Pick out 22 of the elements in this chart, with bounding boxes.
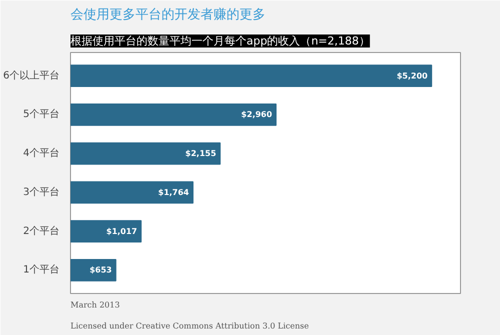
data-label: $5,200 <box>396 71 428 80</box>
y-tick-label: 2个平台 <box>23 224 60 237</box>
y-tick-label: 6个以上平台 <box>3 69 60 82</box>
data-label: $2,960 <box>241 110 272 120</box>
data-label: $2,155 <box>185 149 217 158</box>
bar <box>70 104 277 126</box>
chart-title: 会使用更多平台的开发者赚的更多 <box>70 8 266 22</box>
bar <box>70 220 142 242</box>
y-tick-label: 4个平台 <box>23 147 60 160</box>
bar <box>70 142 221 165</box>
bar <box>70 181 194 204</box>
y-tick-label: 1个平台 <box>23 264 60 276</box>
bar <box>70 258 116 282</box>
text: Licensed under Creative Commons Attribution 3.0 License <box>70 322 310 330</box>
y-tick-label: 5个平台 <box>23 108 60 120</box>
text: March 2013 <box>70 300 120 310</box>
y-tick-label: 3个平台 <box>23 186 60 198</box>
data-label: $1,017 <box>106 226 138 236</box>
data-label: $1,764 <box>158 188 190 197</box>
chart-subtitle: 根据使用平台的数量平均一个月每个app的收入（n=2,188） <box>70 34 370 48</box>
data-label: $653 <box>90 266 112 275</box>
bar <box>70 64 432 88</box>
